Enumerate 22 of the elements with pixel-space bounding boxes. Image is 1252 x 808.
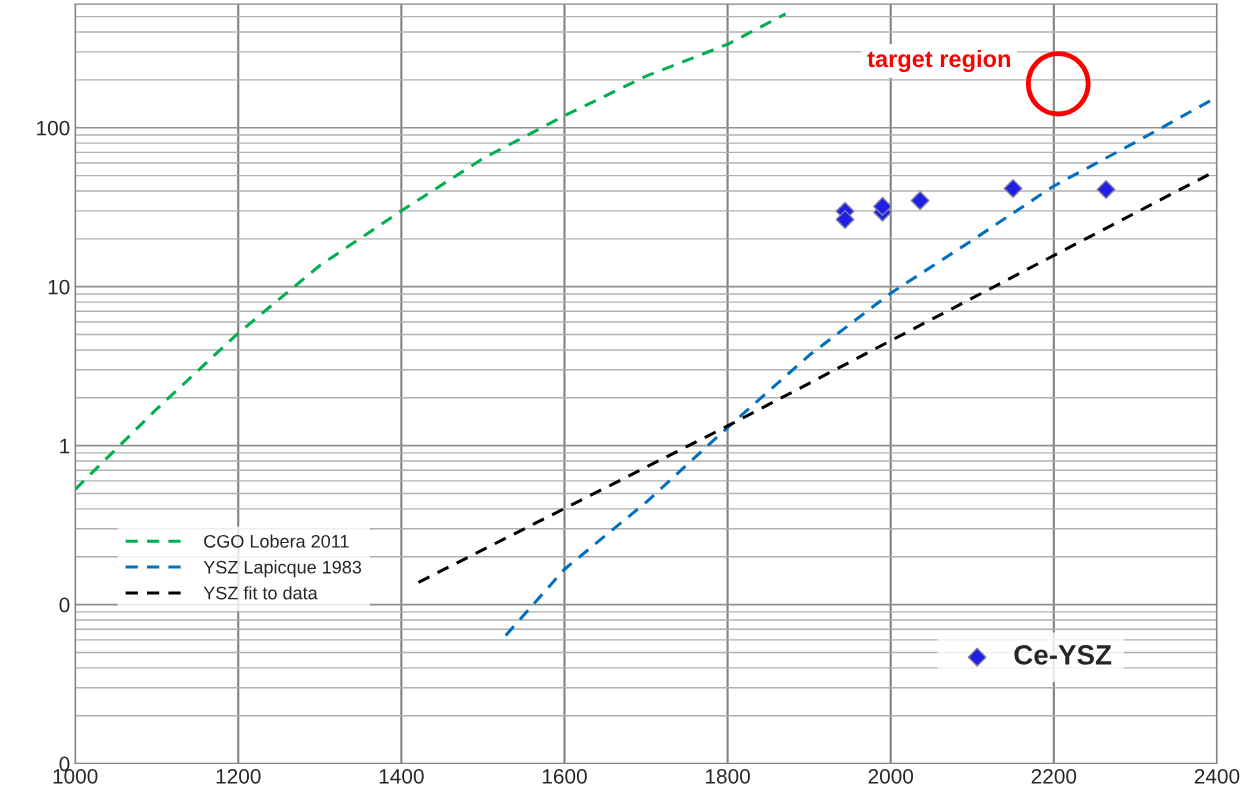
- point: [1096, 179, 1116, 199]
- x-tick-label: 1200: [216, 768, 261, 784]
- y-tick-label: 0: [59, 597, 70, 613]
- x-tick-label: 1800: [706, 768, 750, 784]
- point: [910, 191, 930, 211]
- y-tick-label: 100: [37, 120, 70, 136]
- point: [835, 209, 855, 229]
- y-tick-label: 10: [48, 279, 70, 295]
- legend-label: CGO Lobera 2011: [204, 534, 349, 548]
- point: [873, 196, 893, 216]
- legend-label: YSZ Lapicque 1983: [203, 560, 362, 578]
- x-tick-label: 2000: [868, 768, 914, 784]
- annotation: target region: [867, 49, 1010, 73]
- x-tick-label: 2400: [1194, 768, 1240, 784]
- x-tick-label: 2200: [1031, 768, 1077, 784]
- line-series: [75, 12, 788, 491]
- legend-label: Ce-YSZ: [1014, 645, 1112, 665]
- legend-label: YSZ fit to data: [203, 586, 318, 600]
- point: [1003, 178, 1023, 198]
- y-tick-label: 1: [60, 438, 70, 454]
- x-tick-label: 1400: [379, 768, 424, 784]
- x-tick-label: 1600: [542, 768, 587, 784]
